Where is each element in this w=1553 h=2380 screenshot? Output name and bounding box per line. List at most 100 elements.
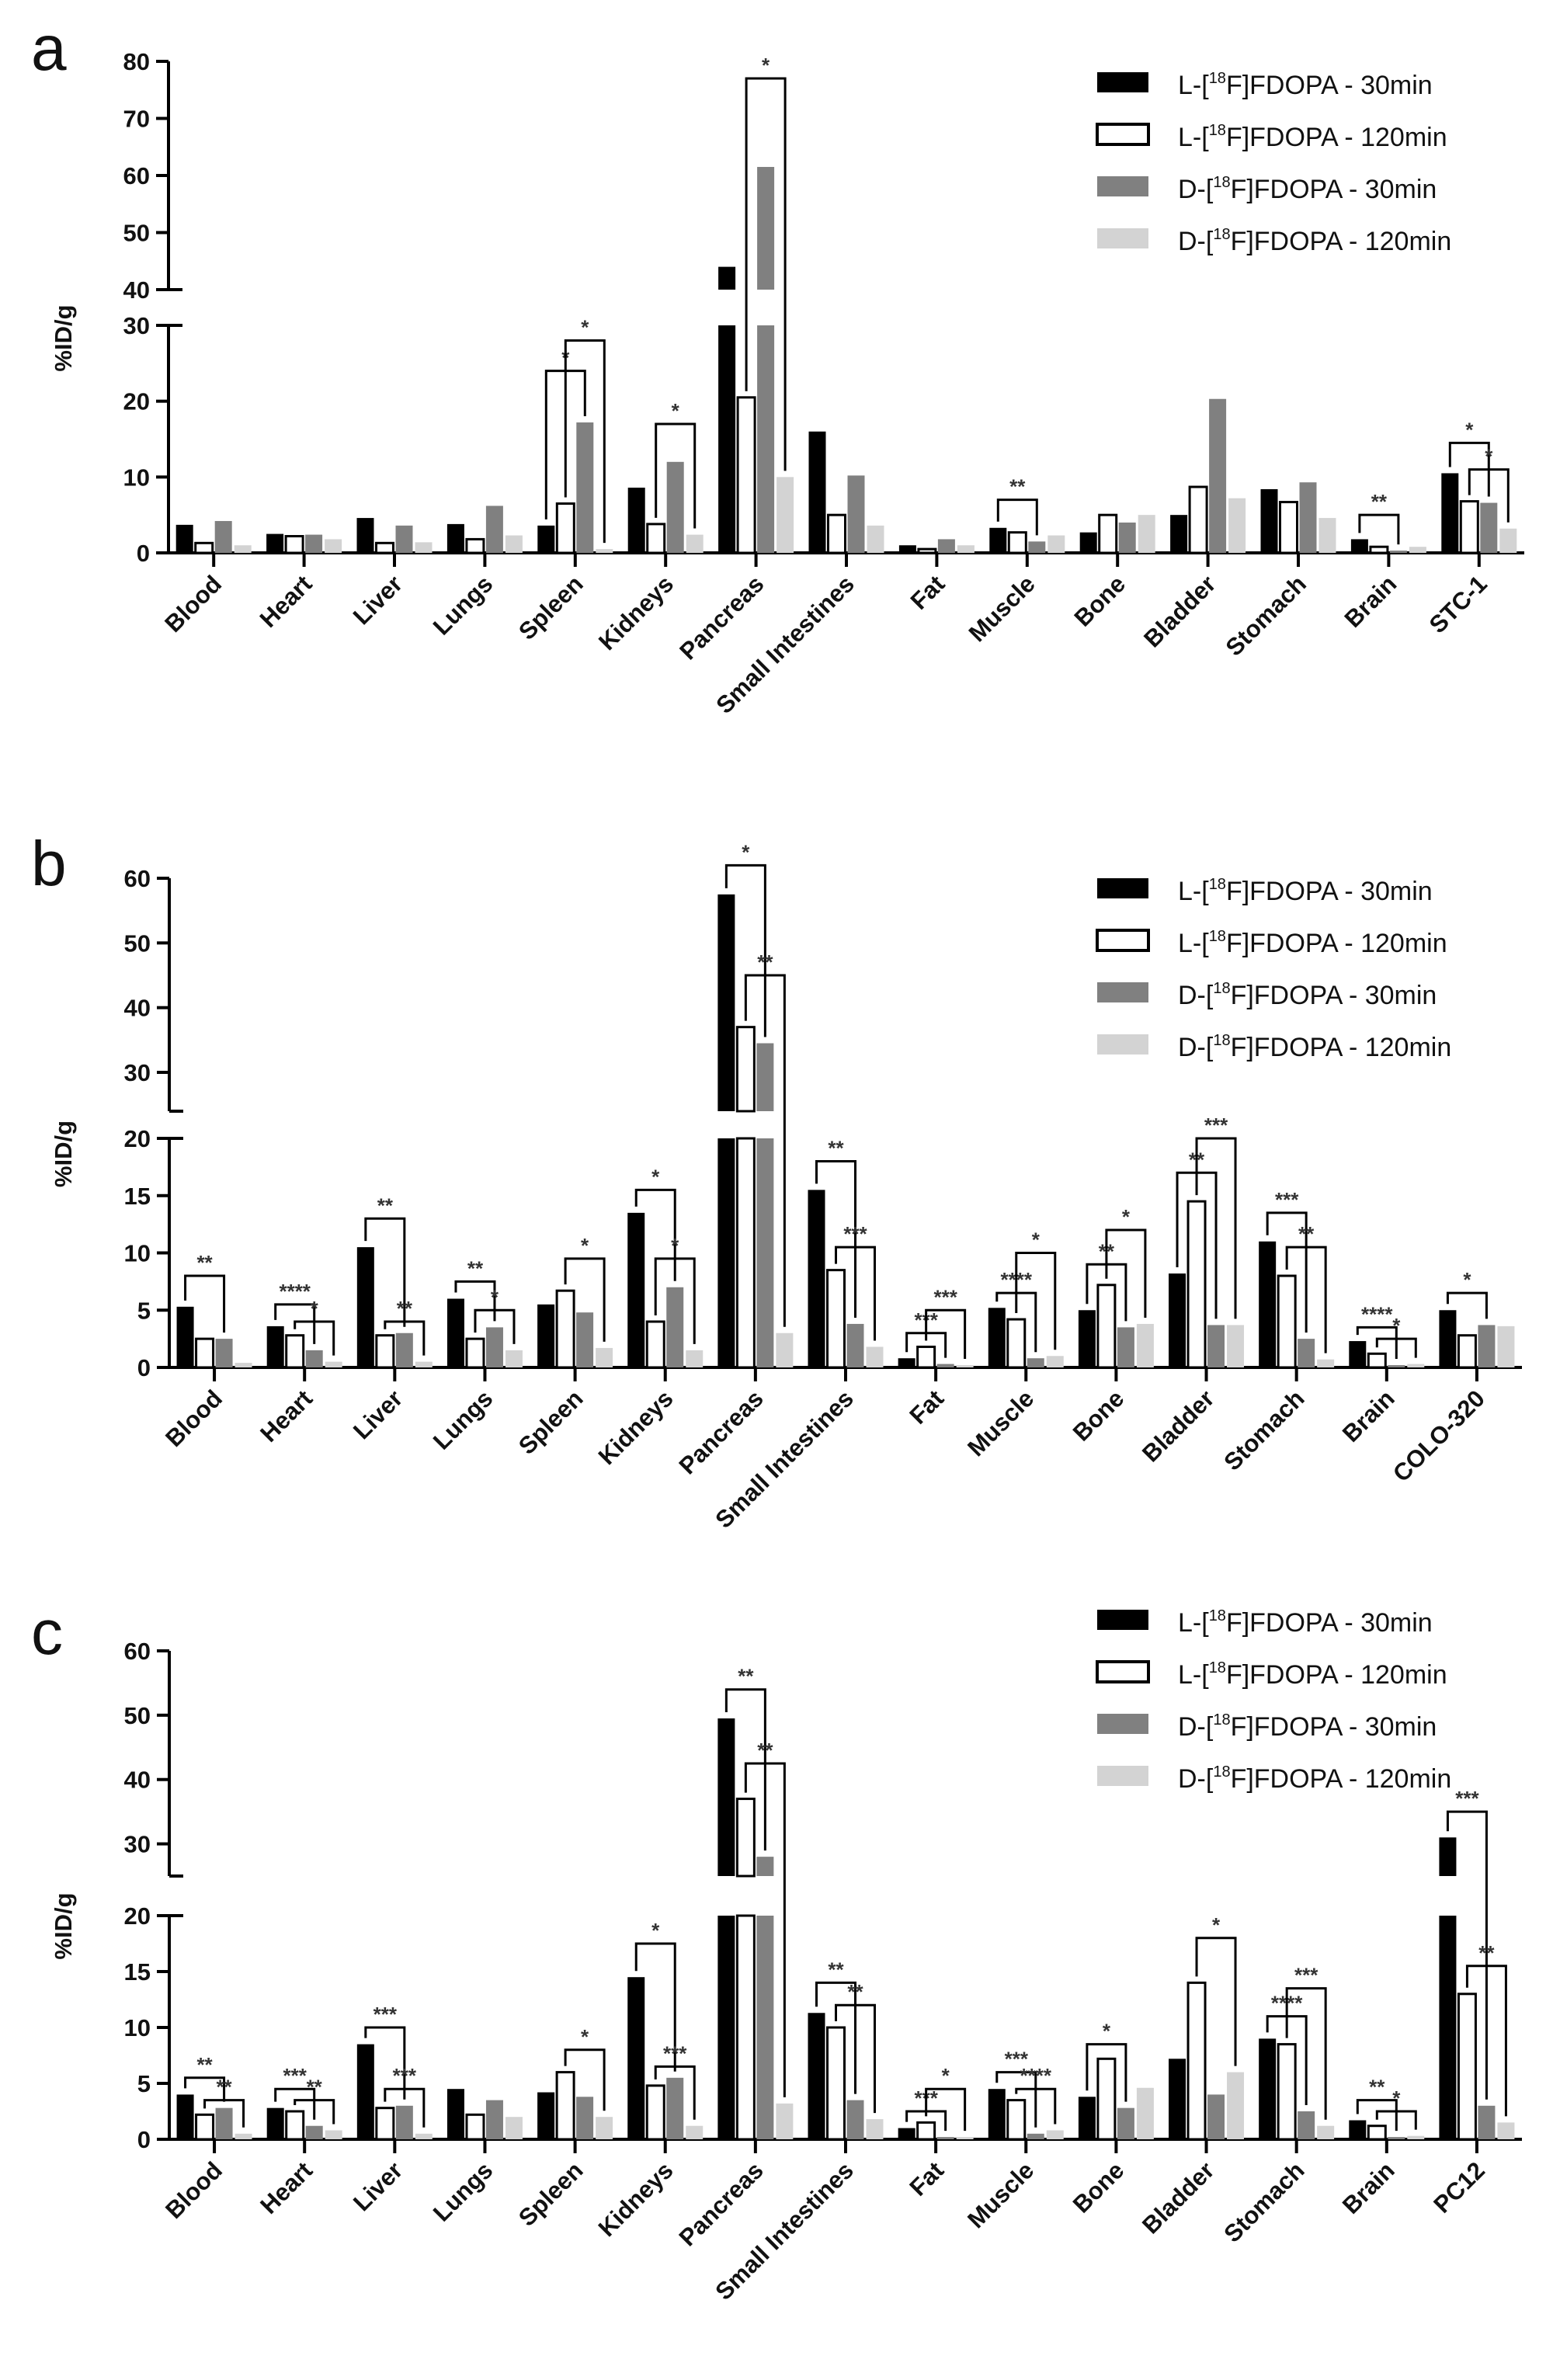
- bar: [645, 2084, 665, 2141]
- bar: [214, 520, 232, 553]
- significance-bracket: [1356, 1326, 1398, 1360]
- x-tick-label: Liver: [348, 570, 408, 630]
- bar-upper-segment: [735, 1026, 756, 1113]
- legend-label: L-[18F]FDOPA - 30min: [1178, 70, 1433, 100]
- bar: [686, 1350, 704, 1367]
- bar: [1478, 2105, 1496, 2139]
- significance-label: ***: [283, 2064, 307, 2087]
- bar: [465, 537, 485, 554]
- y-tick-label: 30: [124, 1831, 151, 1858]
- bar: [1027, 2133, 1044, 2139]
- significance-bracket: [745, 77, 787, 471]
- y-tick-label: 30: [123, 312, 150, 339]
- significance-label: **: [196, 2053, 213, 2076]
- bar: [1028, 541, 1046, 553]
- x-tick-label: Muscle: [962, 1385, 1039, 1461]
- significance-label: ****: [1361, 1302, 1393, 1326]
- bar: [847, 475, 865, 553]
- significance-bracket: [1086, 2043, 1127, 2102]
- significance-bracket: [1358, 513, 1400, 545]
- significance-label: **: [307, 2076, 323, 2099]
- panel-label: c: [31, 1597, 63, 1668]
- significance-bracket: [995, 2071, 1037, 2128]
- bar: [1298, 2111, 1315, 2139]
- significance-label: *: [1032, 1228, 1041, 1252]
- y-tick-label: 10: [123, 464, 150, 491]
- significance-label: **: [1371, 490, 1388, 513]
- x-tick-label: Blood: [159, 570, 227, 638]
- bar: [1457, 1993, 1477, 2141]
- legend-swatch: [1097, 982, 1148, 1002]
- bar: [1478, 1325, 1496, 1367]
- x-tick-label: Stomach: [1221, 570, 1312, 661]
- y-axis-label: %ID/g: [50, 1121, 77, 1187]
- x-tick-label: Stomach: [1218, 1385, 1309, 1475]
- significance-label: **: [1298, 1222, 1315, 1246]
- bar: [846, 1323, 864, 1367]
- bar: [285, 1334, 305, 1369]
- significance-label: *: [651, 1919, 660, 1942]
- bar: [736, 396, 756, 554]
- legend-label: D-[18F]FDOPA - 120min: [1178, 226, 1451, 256]
- significance-label: **: [196, 1251, 213, 1274]
- bar: [898, 2128, 915, 2139]
- significance-bracket: [294, 2099, 335, 2125]
- significance-label: *: [1212, 1913, 1221, 1937]
- y-tick-label: 40: [124, 1767, 151, 1794]
- bar: [686, 534, 704, 553]
- bar: [1457, 1334, 1477, 1369]
- bar: [505, 2117, 523, 2139]
- x-tick-label: Liver: [348, 1385, 408, 1444]
- bar: [717, 1916, 735, 2139]
- bar: [808, 431, 826, 553]
- bar: [1118, 522, 1136, 553]
- significance-bracket: [1375, 2110, 1417, 2130]
- bar: [285, 2110, 305, 2141]
- significance-bracket: [1105, 1228, 1147, 1318]
- significance-label: **: [828, 1958, 844, 1981]
- bar: [1046, 2130, 1064, 2139]
- bar: [596, 2117, 613, 2139]
- significance-bracket: [564, 2048, 606, 2111]
- x-tick-label: Fat: [904, 2156, 949, 2201]
- y-tick-label: 80: [123, 48, 150, 75]
- bar: [718, 325, 736, 553]
- significance-label: **: [738, 1665, 754, 1688]
- bar: [866, 1346, 884, 1367]
- bar: [989, 527, 1007, 553]
- significance-bracket: [925, 2087, 967, 2132]
- y-tick-label: 70: [123, 106, 150, 133]
- legend-label: D-[18F]FDOPA - 120min: [1178, 1032, 1451, 1062]
- bar: [1277, 1274, 1297, 1369]
- panel-label: a: [31, 13, 67, 84]
- x-tick-label: Kidneys: [593, 1385, 679, 1470]
- bar-upper-segment: [1439, 1837, 1457, 1876]
- bar: [827, 513, 846, 554]
- bar: [1098, 513, 1118, 554]
- bar: [485, 2100, 503, 2139]
- significance-bracket: [1015, 1252, 1057, 1350]
- x-tick-label: Muscle: [964, 570, 1041, 647]
- bar: [735, 1137, 756, 1369]
- bar: [235, 2133, 252, 2139]
- x-tick-label: Heart: [255, 2156, 318, 2219]
- bar: [1138, 515, 1155, 553]
- bar: [555, 1289, 575, 1369]
- significance-bracket: [925, 1308, 967, 1360]
- bar: [1317, 2125, 1335, 2139]
- x-tick-label: Muscle: [962, 2156, 1039, 2233]
- bar: [666, 1287, 684, 1367]
- x-tick-label: Brain: [1339, 570, 1402, 633]
- bar: [465, 1337, 485, 1369]
- significance-label: *: [1122, 1205, 1131, 1228]
- x-tick-label: Heart: [255, 1385, 318, 1447]
- bar: [234, 545, 252, 553]
- bar: [1169, 2059, 1186, 2139]
- legend-swatch: [1096, 123, 1150, 146]
- bar: [446, 523, 464, 553]
- bar: [537, 1304, 555, 1367]
- bar: [1317, 1359, 1335, 1367]
- bar: [596, 1347, 613, 1367]
- panel-c: c %ID/g 0 5 10 15 20 30 40 50 60 Blood Heart Liver Lun…: [31, 1597, 1522, 2305]
- bar: [1228, 498, 1246, 553]
